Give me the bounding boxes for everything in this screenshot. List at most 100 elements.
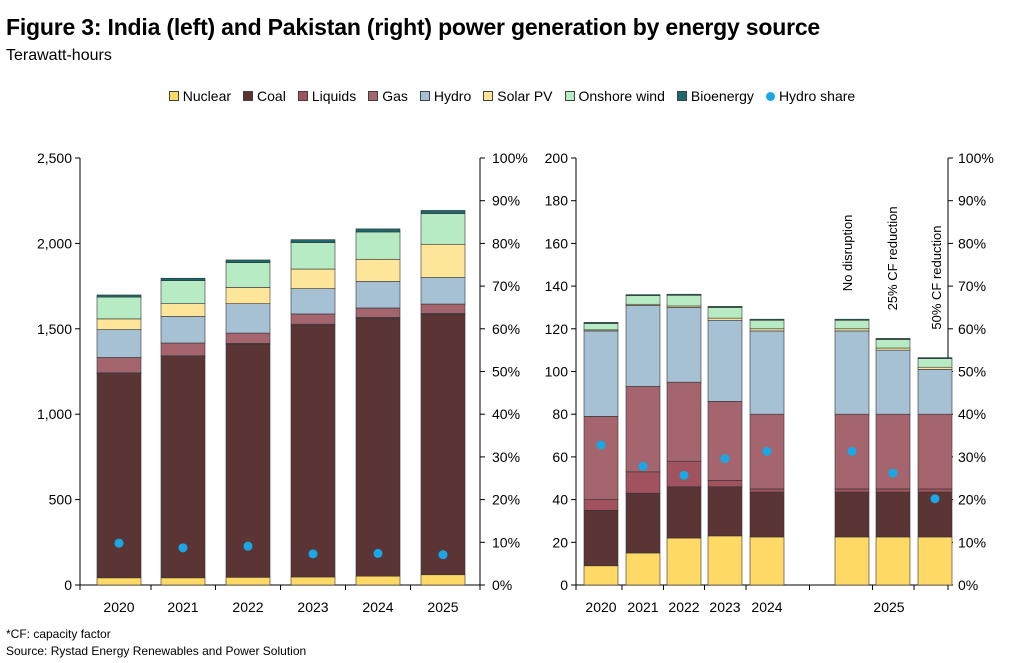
bar-segment-nuclear xyxy=(583,565,619,586)
bar-segment-coal xyxy=(225,343,271,578)
legend-label: Hydro share xyxy=(778,88,856,104)
y2-tick-label: 40% xyxy=(958,406,986,422)
bar-segment-nuclear xyxy=(225,577,271,586)
legend-item-nuclear: Nuclear xyxy=(168,88,231,104)
figure-subtitle: Terawatt-hours xyxy=(6,47,112,64)
bar-segment-onshore-wind xyxy=(625,295,661,305)
y-tick-label: 40 xyxy=(552,492,568,508)
bar-segment-onshore-wind xyxy=(917,358,953,368)
bar-segment-solar-pv xyxy=(707,317,743,321)
y2-tick-label: 0% xyxy=(492,577,512,593)
bar-segment-hydro xyxy=(420,277,466,305)
hydro-share-point xyxy=(243,541,253,551)
legend-item-hydro: Hydro xyxy=(419,88,471,104)
bar-segment-solar-pv xyxy=(834,328,870,332)
bar-segment-gas xyxy=(666,381,702,462)
y-tick-label: 200 xyxy=(545,150,569,166)
source-note: Source: Rystad Energy Renewables and Pow… xyxy=(6,644,307,658)
y2-tick-label: 30% xyxy=(492,449,520,465)
legend-swatch xyxy=(483,91,494,101)
bar-segment-hydro xyxy=(666,307,702,383)
y2-tick-label: 90% xyxy=(492,193,520,209)
bar-segment-solar-pv xyxy=(96,318,142,330)
bar-segment-nuclear xyxy=(749,536,785,586)
bar-segment-nuclear xyxy=(160,577,206,586)
legend-label: Coal xyxy=(257,88,286,104)
bar-segment-bioenergy xyxy=(96,294,142,298)
bar-segment-hydro xyxy=(917,369,953,415)
hydro-share-point xyxy=(373,548,383,558)
y2-tick-label: 40% xyxy=(492,406,520,422)
hydro-share-point xyxy=(308,549,318,559)
legend-swatch xyxy=(243,91,254,101)
bar-segment-bioenergy xyxy=(834,318,870,321)
bar-segment-nuclear xyxy=(666,537,702,586)
bar-segment-hydro xyxy=(160,316,206,344)
y-tick-label: 20 xyxy=(552,534,568,550)
bar-segment-bioenergy xyxy=(583,322,619,324)
bar-segment-gas xyxy=(875,413,911,490)
y2-tick-label: 10% xyxy=(492,534,520,550)
bar-segment-onshore-wind xyxy=(583,323,619,331)
bar-segment-solar-pv xyxy=(355,258,401,282)
x-tick-label: 2021 xyxy=(167,599,198,615)
y2-tick-label: 80% xyxy=(492,235,520,251)
bar-segment-onshore-wind xyxy=(834,319,870,330)
legend-swatch xyxy=(676,91,687,101)
bar-segment-nuclear xyxy=(290,576,336,586)
bar-segment-onshore-wind xyxy=(666,294,702,307)
bar-segment-bioenergy xyxy=(917,357,953,359)
bar-segment-hydro xyxy=(355,281,401,309)
y-tick-label: 60 xyxy=(552,449,568,465)
legend-label: Bioenergy xyxy=(690,88,754,104)
bar-segment-coal xyxy=(583,509,619,567)
legend-item-coal: Coal xyxy=(243,88,286,104)
bar-segment-solar-pv xyxy=(225,287,271,304)
bar-segment-nuclear xyxy=(834,536,870,586)
bar-segment-coal xyxy=(834,491,870,538)
bar-segment-bioenergy xyxy=(875,338,911,340)
bar-segment-hydro xyxy=(707,319,743,402)
bar-segment-onshore-wind xyxy=(225,262,271,288)
legend-swatch xyxy=(765,91,775,101)
bar-segment-gas xyxy=(225,332,271,344)
bar-segment-hydro xyxy=(290,288,336,315)
bar-segment-bioenergy xyxy=(355,228,401,233)
figure-title: Figure 3: India (left) and Pakistan (rig… xyxy=(6,14,821,40)
x-tick-label: 2020 xyxy=(585,599,616,615)
bar-segment-liquids xyxy=(625,471,661,494)
bar-segment-solar-pv xyxy=(160,303,206,317)
x-tick-label: 2021 xyxy=(627,599,658,615)
bar-segment-coal xyxy=(875,491,911,538)
bar-segment-nuclear xyxy=(917,536,953,586)
bar-segment-bioenergy xyxy=(420,210,466,214)
bar-segment-solar-pv xyxy=(420,243,466,278)
bar-segment-onshore-wind xyxy=(707,307,743,319)
bar-segment-liquids xyxy=(749,488,785,493)
x-tick-label: 2022 xyxy=(668,599,699,615)
bar-segment-liquids xyxy=(583,499,619,511)
hydro-share-point xyxy=(178,543,188,553)
y2-tick-label: 20% xyxy=(958,492,986,508)
bar-segment-solar-pv xyxy=(749,328,785,332)
bar-segment-nuclear xyxy=(96,577,142,586)
hydro-share-point xyxy=(847,446,857,456)
y-tick-label: 500 xyxy=(49,492,73,508)
bar-segment-bioenergy xyxy=(749,318,785,321)
y-tick-label: 100 xyxy=(545,364,569,380)
bar-segment-hydro xyxy=(625,305,661,387)
legend-item-solar-pv: Solar PV xyxy=(483,88,553,104)
bar-segment-coal xyxy=(290,324,336,578)
hydro-share-point xyxy=(720,454,730,464)
y-tick-label: 160 xyxy=(545,235,569,251)
y2-tick-label: 0% xyxy=(958,577,978,593)
bar-segment-liquids xyxy=(834,488,870,493)
legend: Nuclear Coal Liquids Gas Hydro Solar PV Onshor… xyxy=(0,88,1024,104)
y2-tick-label: 30% xyxy=(958,449,986,465)
bar-segment-gas xyxy=(96,357,142,374)
bar-segment-onshore-wind xyxy=(96,296,142,320)
x-tick-label: 2024 xyxy=(751,599,782,615)
y2-tick-label: 10% xyxy=(958,534,986,550)
bar-segment-coal xyxy=(625,492,661,554)
bar-segment-liquids xyxy=(875,488,911,493)
